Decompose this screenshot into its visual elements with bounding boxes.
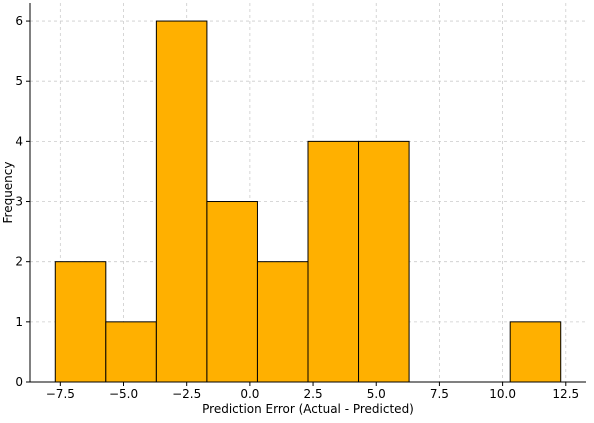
- x-tick-label: 10.0: [489, 387, 516, 401]
- histogram-bar: [509, 321, 562, 383]
- x-axis-label: Prediction Error (Actual - Predicted): [202, 402, 414, 416]
- histogram-bar: [206, 201, 258, 383]
- histogram-bar: [256, 261, 309, 383]
- x-tick-label: −5.0: [109, 387, 138, 401]
- y-tick-label: 3: [15, 195, 23, 209]
- y-axis-label: Frequency: [1, 162, 15, 224]
- y-tick-label: 0: [15, 375, 23, 389]
- y-ticks: 0 1 2 3 4 5 6: [15, 14, 30, 389]
- x-tick-label: 5.0: [367, 387, 386, 401]
- x-tick-label: 0.0: [240, 387, 259, 401]
- histogram-bar: [105, 321, 157, 383]
- x-tick-label: 7.5: [430, 387, 449, 401]
- y-tick-label: 6: [15, 14, 23, 28]
- x-tick-label: −2.5: [172, 387, 201, 401]
- x-ticks: −7.5 −5.0 −2.5 0.0 2.5 5.0 7.5 10.0 12.5: [46, 382, 579, 401]
- x-tick-label: 2.5: [304, 387, 323, 401]
- y-tick-label: 4: [15, 134, 23, 148]
- y-tick-label: 5: [15, 74, 23, 88]
- y-tick-label: 2: [15, 255, 23, 269]
- histogram-bar: [307, 140, 360, 383]
- y-tick-label: 1: [15, 315, 23, 329]
- x-tick-label: −7.5: [46, 387, 75, 401]
- axes: [29, 3, 586, 383]
- x-tick-label: 12.5: [552, 387, 579, 401]
- histogram-bar: [54, 261, 107, 383]
- histogram-bar: [155, 20, 208, 383]
- histogram-bar: [358, 140, 410, 383]
